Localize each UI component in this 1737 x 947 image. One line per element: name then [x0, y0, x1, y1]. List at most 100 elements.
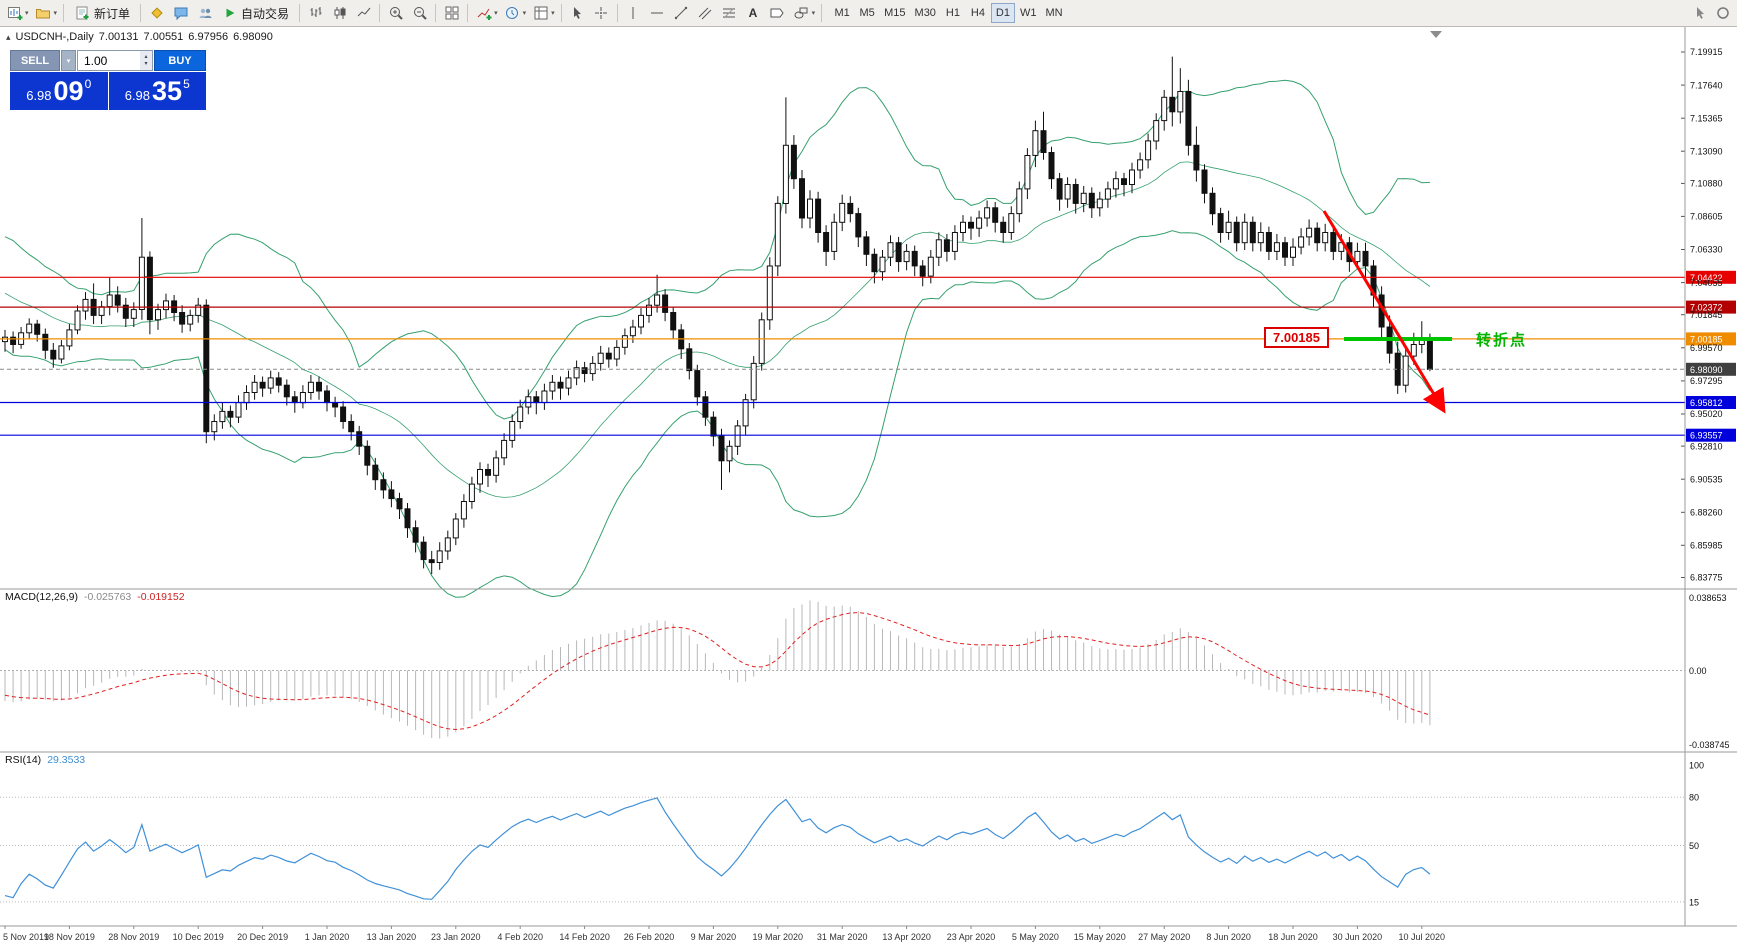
bid-price[interactable]: 6.98 09 0	[10, 72, 108, 110]
ask-price[interactable]: 6.98 35 5	[108, 72, 206, 110]
label-tool-button[interactable]	[766, 2, 789, 24]
timeframe-m1[interactable]: M1	[830, 3, 854, 23]
autotrading-button[interactable]: 自动交易	[217, 2, 295, 24]
tile-windows-button[interactable]	[440, 2, 463, 24]
horizontal-line-icon	[651, 12, 664, 14]
shapes-button[interactable]	[790, 2, 813, 24]
chat-button[interactable]	[169, 2, 192, 24]
crosshair-button[interactable]	[590, 2, 613, 24]
ask-base: 6.98	[124, 87, 151, 103]
timeframe-w1[interactable]: W1	[1016, 3, 1041, 23]
toolbar-right-icons	[1688, 2, 1734, 24]
svg-text:7.15365: 7.15365	[1690, 113, 1723, 123]
toolbar-separator	[379, 4, 381, 22]
svg-text:26 Feb 2020: 26 Feb 2020	[624, 932, 675, 942]
new-chart-button[interactable]	[3, 2, 26, 24]
volume-spinner[interactable]: ▴ ▾	[140, 51, 152, 70]
horizontal-levels[interactable]: 7.04422 7.02372 7.00185 6.98090 6.95812 6.935…	[0, 270, 1736, 442]
chevron-down-icon[interactable]: ▾	[494, 10, 498, 17]
trendline-button[interactable]	[670, 2, 693, 24]
timeframe-m15[interactable]: M15	[880, 3, 909, 23]
svg-text:6.98090: 6.98090	[1690, 365, 1723, 375]
line-chart-button[interactable]	[352, 2, 375, 24]
ohlc-low: 6.97956	[188, 31, 229, 43]
line-chart-icon	[357, 7, 370, 17]
svg-text:7.01845: 7.01845	[1690, 310, 1723, 320]
zoom-out-icon	[413, 7, 427, 20]
new-order-button[interactable]: 新订单	[68, 2, 136, 24]
chevron-down-icon[interactable]: ▾	[53, 10, 58, 17]
chevron-down-icon[interactable]: ▾	[811, 10, 816, 17]
svg-text:100: 100	[1689, 761, 1704, 771]
indicators-button[interactable]	[472, 2, 495, 24]
sell-button[interactable]: SELL	[10, 50, 60, 71]
rsi-name: RSI(14)	[5, 754, 42, 766]
bar-chart-button[interactable]	[304, 2, 327, 24]
spinner-up-icon[interactable]: ▴	[144, 53, 148, 60]
chevron-down-icon[interactable]: ▾	[551, 10, 555, 17]
new-chart-icon	[7, 7, 22, 20]
ask-point: 5	[183, 77, 190, 91]
timeframe-m30[interactable]: M30	[911, 3, 940, 23]
chart-canvas[interactable]: 7.044227.023727.001856.980906.958126.935…	[0, 27, 1737, 947]
timeframe-m5[interactable]: M5	[855, 3, 879, 23]
chevron-down-icon[interactable]: ▾	[522, 10, 527, 17]
turning-point-label[interactable]: 转折点	[1476, 332, 1528, 349]
ask-pips: 35	[152, 75, 183, 106]
zoom-in-button[interactable]	[384, 2, 407, 24]
svg-text:5 Nov 2019: 5 Nov 2019	[3, 932, 49, 942]
svg-text:7.08605: 7.08605	[1690, 212, 1723, 222]
chevron-down-icon[interactable]: ▾	[25, 10, 29, 17]
buy-button[interactable]: BUY	[154, 50, 206, 71]
volume-dropdown-button[interactable]: ▾	[61, 50, 76, 71]
community-button[interactable]	[193, 2, 216, 24]
zoom-out-button[interactable]	[408, 2, 431, 24]
svg-text:18 Jun 2020: 18 Jun 2020	[1268, 932, 1318, 942]
label-icon	[770, 8, 784, 18]
cursor-button[interactable]	[566, 2, 589, 24]
svg-text:23 Jan 2020: 23 Jan 2020	[431, 932, 481, 942]
level-price-label: 6.95812	[1686, 396, 1736, 409]
chart-shift-marker[interactable]	[1430, 31, 1442, 38]
level-price-label: 7.02372	[1686, 300, 1736, 314]
profiles-button[interactable]	[32, 2, 55, 24]
vertical-line-button[interactable]	[622, 2, 645, 24]
timeframe-d1[interactable]: D1	[990, 3, 1015, 23]
svg-text:6.83775: 6.83775	[1690, 573, 1723, 583]
svg-text:6.99570: 6.99570	[1690, 343, 1723, 353]
spinner-down-icon[interactable]: ▾	[144, 60, 148, 67]
tile-windows-icon	[445, 6, 459, 20]
text-tool-button[interactable]: A	[742, 2, 765, 24]
docking-button[interactable]	[1711, 2, 1734, 24]
bid-point: 0	[84, 77, 92, 91]
new-order-icon	[76, 6, 89, 20]
metaeditor-icon	[150, 7, 163, 19]
volume-input[interactable]	[78, 51, 140, 70]
periods-button[interactable]	[501, 2, 524, 24]
svg-text:7.02372: 7.02372	[1690, 303, 1723, 313]
fibonacci-button[interactable]	[718, 2, 741, 24]
toolbar-separator	[821, 4, 823, 22]
red-trend-arrow[interactable]	[1322, 210, 1446, 414]
channel-icon	[698, 7, 712, 20]
metaeditor-button[interactable]	[145, 2, 168, 24]
toolbar-separator	[140, 4, 142, 22]
chart-title: ▴ USDCNH-,Daily 7.00131 7.00551 6.97956 6.980…	[6, 31, 278, 43]
channel-button[interactable]	[694, 2, 717, 24]
templates-button[interactable]	[529, 2, 552, 24]
timeframe-h4[interactable]: H4	[966, 3, 990, 23]
pointer-button[interactable]	[1688, 2, 1711, 24]
new-order-label: 新订单	[94, 6, 131, 21]
svg-text:13 Apr 2020: 13 Apr 2020	[882, 932, 931, 942]
trade-panel-toggle-icon[interactable]: ▴	[6, 32, 11, 42]
svg-text:15: 15	[1689, 897, 1699, 907]
horizontal-line-button[interactable]	[646, 2, 669, 24]
timeframe-h1[interactable]: H1	[941, 3, 965, 23]
macd-name: MACD(12,26,9)	[5, 591, 78, 603]
svg-text:50: 50	[1689, 841, 1699, 851]
candlestick-chart-button[interactable]	[328, 2, 351, 24]
template-icon	[534, 6, 548, 20]
price-annotation-tag[interactable]: 7.00185	[1264, 327, 1329, 348]
timeframe-mn[interactable]: MN	[1041, 3, 1066, 23]
